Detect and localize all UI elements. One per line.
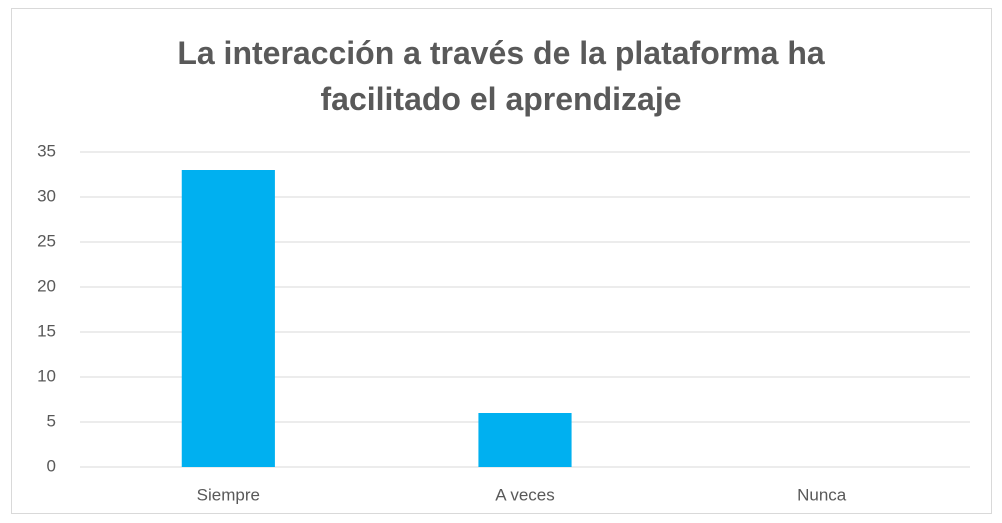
x-tick-label: Nunca [797,485,847,504]
y-tick-label: 15 [37,321,56,340]
y-tick-label: 30 [37,186,56,205]
x-tick-label: Siempre [197,485,260,504]
bar [181,170,275,467]
y-tick-label: 0 [47,456,56,475]
y-tick-label: 5 [47,411,56,430]
y-tick-label: 25 [37,231,56,250]
y-tick-label: 35 [37,141,56,160]
x-tick-label: A veces [495,485,555,504]
y-tick-label: 10 [37,366,56,385]
y-tick-label: 20 [37,276,56,295]
chart-title: La interacción a través de la plataforma… [177,35,825,117]
bar [478,413,572,467]
